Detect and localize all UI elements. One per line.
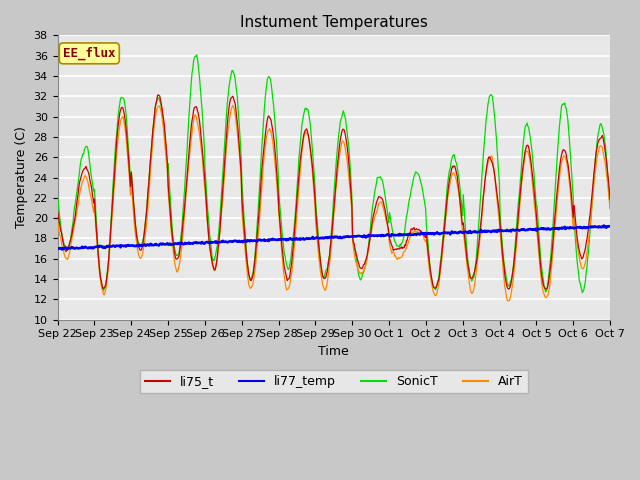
Title: Instument Temperatures: Instument Temperatures bbox=[240, 15, 428, 30]
X-axis label: Time: Time bbox=[319, 345, 349, 358]
Legend: li75_t, li77_temp, SonicT, AirT: li75_t, li77_temp, SonicT, AirT bbox=[140, 370, 527, 393]
Text: EE_flux: EE_flux bbox=[63, 47, 116, 60]
Y-axis label: Temperature (C): Temperature (C) bbox=[15, 127, 28, 228]
